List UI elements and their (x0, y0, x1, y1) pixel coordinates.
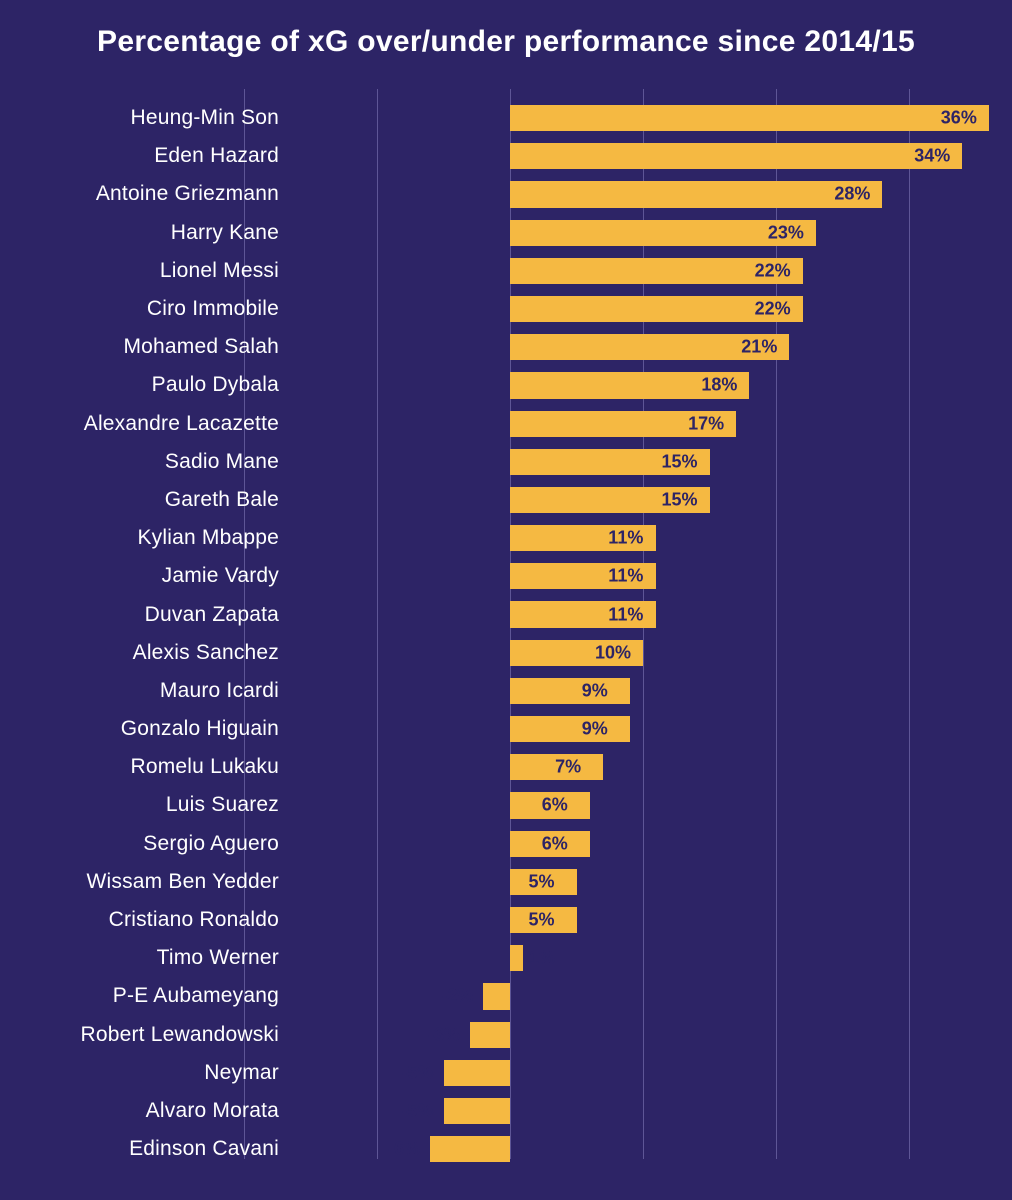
bar-row: Alexandre Lacazette 17% (0, 405, 1012, 443)
bar-value: 15% (662, 489, 698, 510)
bar-value: 22% (755, 260, 791, 281)
bar-row: Alexis Sanchez 10% (0, 634, 1012, 672)
bar-row: Mohamed Salah 21% (0, 328, 1012, 366)
bar-value: 7% (555, 757, 581, 778)
bar-row: Eden Hazard 34% (0, 137, 1012, 175)
bar-label: Kylian Mbappe (137, 526, 279, 550)
bar-label: Paulo Dybala (152, 373, 279, 397)
bar-label: Alexandre Lacazette (84, 412, 279, 436)
bar-row: Cristiano Ronaldo 5% (0, 901, 1012, 939)
bar-value: 6% (542, 795, 568, 816)
bar-label: Jamie Vardy (162, 564, 279, 588)
bar-label: Robert Lewandowski (80, 1023, 279, 1047)
bar-label: Neymar (204, 1061, 279, 1085)
bar-rect (510, 716, 630, 742)
bar-row: Sergio Aguero 6% (0, 825, 1012, 863)
bar-value: 21% (741, 337, 777, 358)
bar-row: Heung-Min Son 36% (0, 99, 1012, 137)
bar-row: Romelu Lukaku 7% (0, 748, 1012, 786)
bar-label: Cristiano Ronaldo (109, 908, 279, 932)
bar-label: Alexis Sanchez (133, 641, 279, 665)
bar-row: P-E Aubameyang -2% (0, 977, 1012, 1015)
bar-row: Ciro Immobile 22% (0, 290, 1012, 328)
bar-label: Gareth Bale (165, 488, 279, 512)
bar-label: Mauro Icardi (160, 679, 279, 703)
bar-label: Mohamed Salah (123, 335, 279, 359)
bar-rect (510, 181, 882, 207)
bar-label: Eden Hazard (154, 144, 279, 168)
bar-value: 9% (582, 680, 608, 701)
bar-label: Timo Werner (157, 946, 279, 970)
bar-value: 15% (662, 451, 698, 472)
bar-value: 22% (755, 299, 791, 320)
bar-row: Timo Werner 1% (0, 939, 1012, 977)
bar-label: Gonzalo Higuain (121, 717, 279, 741)
bar-row: Duvan Zapata 11% (0, 595, 1012, 633)
bar-value: 5% (529, 871, 555, 892)
bar-value: 36% (941, 108, 977, 129)
chart-title: Percentage of xG over/under performance … (56, 22, 956, 61)
bar-value: 17% (688, 413, 724, 434)
bar-value: 23% (768, 222, 804, 243)
bar-label: Harry Kane (171, 221, 279, 245)
bar-value: 6% (542, 833, 568, 854)
bar-value: 28% (834, 184, 870, 205)
bar-value: 11% (608, 566, 643, 587)
bars-group: Heung-Min Son 36% Eden Hazard 34% Antoine Gr… (0, 99, 1012, 1168)
xg-performance-chart: Percentage of xG over/under performance … (0, 0, 1012, 1200)
bar-row: Kylian Mbappe 11% (0, 519, 1012, 557)
bar-rect (444, 1060, 511, 1086)
bar-value: 11% (608, 528, 643, 549)
bar-rect (470, 1022, 510, 1048)
bar-row: Robert Lewandowski -3% (0, 1016, 1012, 1054)
bar-row: Lionel Messi 22% (0, 252, 1012, 290)
bar-row: Antoine Griezmann 28% (0, 175, 1012, 213)
bar-row: Jamie Vardy 11% (0, 557, 1012, 595)
bar-value: 5% (529, 910, 555, 931)
bar-value: 10% (595, 642, 631, 663)
bar-value: 9% (582, 719, 608, 740)
bar-value: -6% (388, 1139, 420, 1160)
bar-label: Sergio Aguero (143, 832, 279, 856)
bar-row: Gonzalo Higuain 9% (0, 710, 1012, 748)
bar-rect (510, 105, 989, 131)
bar-value: -3% (428, 1024, 460, 1045)
bar-value: 1% (529, 948, 555, 969)
bar-label: Wissam Ben Yedder (86, 870, 279, 894)
bar-label: Romelu Lukaku (130, 755, 279, 779)
bar-row: Wissam Ben Yedder 5% (0, 863, 1012, 901)
bar-value: 11% (608, 604, 643, 625)
bar-row: Neymar -5% (0, 1054, 1012, 1092)
bar-value: 34% (914, 146, 950, 167)
bar-label: Luis Suarez (166, 793, 279, 817)
bar-row: Luis Suarez 6% (0, 786, 1012, 824)
bar-row: Paulo Dybala 18% (0, 366, 1012, 404)
bar-row: Mauro Icardi 9% (0, 672, 1012, 710)
bar-row: Sadio Mane 15% (0, 443, 1012, 481)
bar-rect (510, 143, 962, 169)
bar-row: Edinson Cavani -6% (0, 1130, 1012, 1168)
bar-value: -2% (441, 986, 473, 1007)
bar-label: Sadio Mane (165, 450, 279, 474)
bar-label: Ciro Immobile (147, 297, 279, 321)
bar-label: Heung-Min Son (130, 106, 279, 130)
bar-label: Alvaro Morata (146, 1099, 279, 1123)
bar-value: 18% (701, 375, 737, 396)
bar-rect (444, 1098, 511, 1124)
bar-row: Alvaro Morata -5% (0, 1092, 1012, 1130)
bar-rect (510, 945, 523, 971)
bar-rect (430, 1136, 510, 1162)
bar-row: Gareth Bale 15% (0, 481, 1012, 519)
bar-label: Lionel Messi (160, 259, 279, 283)
bar-label: Antoine Griezmann (96, 182, 279, 206)
plot-area: Heung-Min Son 36% Eden Hazard 34% Antoine Gr… (0, 89, 1012, 1159)
bar-rect (510, 678, 630, 704)
bar-rect (483, 983, 510, 1009)
bar-label: Duvan Zapata (145, 603, 279, 627)
bar-row: Harry Kane 23% (0, 214, 1012, 252)
bar-value: -5% (402, 1100, 434, 1121)
bar-label: P-E Aubameyang (113, 984, 279, 1008)
bar-label: Edinson Cavani (129, 1137, 279, 1161)
bar-value: -5% (402, 1062, 434, 1083)
